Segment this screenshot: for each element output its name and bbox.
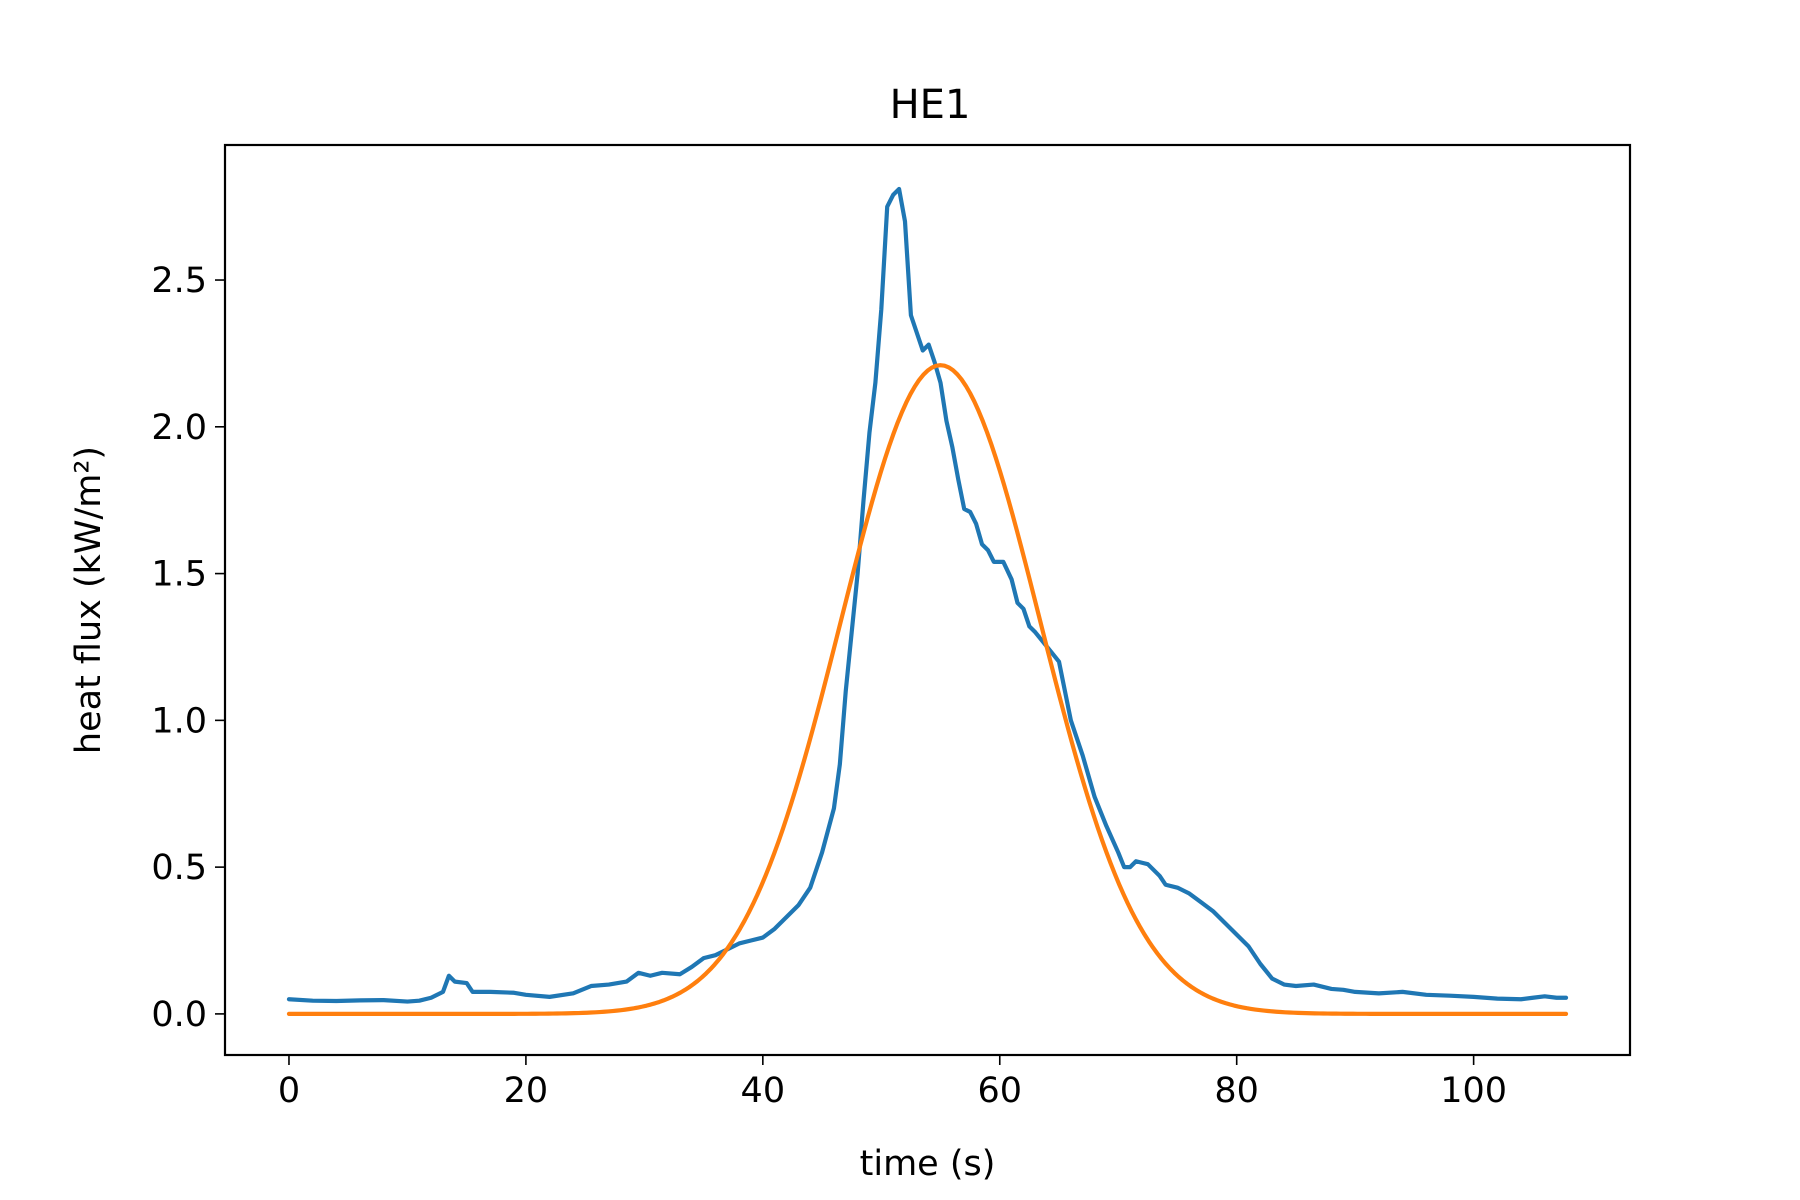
x-axis-ticks: 0 20 40 60 80 100 — [278, 1055, 1507, 1111]
x-axis-label: time (s) — [860, 1144, 996, 1184]
chart-title: HE1 — [890, 82, 971, 128]
y-tick-label: 1.0 — [151, 701, 207, 741]
series-layer — [286, 186, 1569, 1016]
x-tick-label: 40 — [741, 1071, 786, 1111]
x-tick-label: 80 — [1214, 1071, 1259, 1111]
measured-heat-flux-line — [286, 186, 1569, 1004]
x-tick-label: 100 — [1440, 1071, 1507, 1111]
y-tick-label: 2.5 — [151, 261, 207, 301]
gaussian-fit-line — [286, 363, 1569, 1016]
y-axis-ticks: 0.0 0.5 1.0 1.5 2.0 2.5 — [151, 261, 225, 1035]
y-tick-label: 2.0 — [151, 408, 207, 448]
plot-frame — [223, 143, 1632, 1057]
y-tick-label: 0.5 — [151, 848, 207, 888]
y-tick-label: 1.5 — [151, 555, 207, 595]
x-tick-label: 20 — [504, 1071, 549, 1111]
x-tick-label: 0 — [278, 1071, 300, 1111]
y-tick-label: 0.0 — [151, 995, 207, 1035]
x-tick-label: 60 — [977, 1071, 1022, 1111]
y-axis-label: heat flux (kW/m²) — [69, 446, 109, 754]
